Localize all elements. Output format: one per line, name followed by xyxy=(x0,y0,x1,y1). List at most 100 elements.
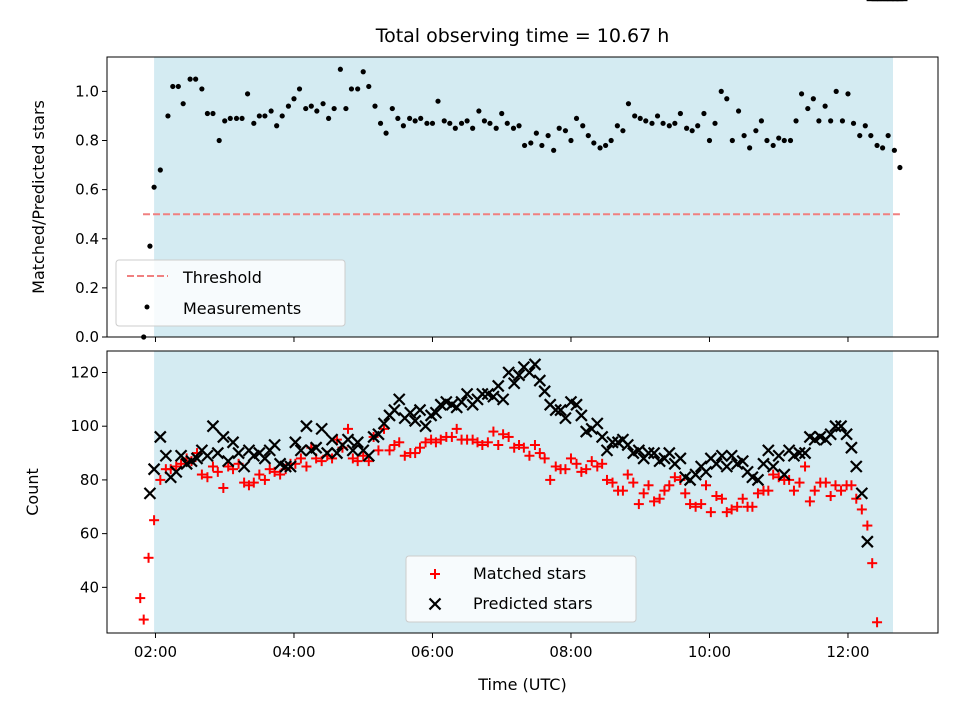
measurement-point xyxy=(891,147,897,153)
predicted-star-point xyxy=(710,457,723,471)
measurement-point xyxy=(216,137,222,144)
predicted-star-point xyxy=(549,403,563,417)
predicted-star-point xyxy=(460,387,474,401)
predicted-star-point xyxy=(419,419,432,433)
predicted-star-point xyxy=(294,444,308,457)
measurement-point xyxy=(487,120,493,126)
matched-star-point xyxy=(794,477,805,488)
matched-star-point xyxy=(638,488,649,499)
predicted-star-point xyxy=(147,462,161,476)
predicted-star-point xyxy=(699,465,713,479)
predicted-star-point xyxy=(855,487,869,500)
predicted-star-point xyxy=(512,368,526,382)
predicted-star-point xyxy=(315,422,328,436)
measurement-point xyxy=(603,142,609,149)
matched-star-point xyxy=(435,434,446,445)
matched-star-point xyxy=(488,426,499,437)
measurement-point xyxy=(170,83,176,90)
measurement-point xyxy=(885,132,891,139)
predicted-star-point xyxy=(861,535,874,548)
legend-measurements-label: Measurements xyxy=(183,299,301,318)
matched-star-point xyxy=(477,440,488,450)
measurement-point xyxy=(412,118,418,124)
predicted-star-point xyxy=(591,417,604,430)
measurement-point xyxy=(828,118,834,124)
predicted-star-point xyxy=(388,403,401,417)
matched-star-point xyxy=(701,480,712,491)
measurement-point xyxy=(712,120,718,126)
predicted-star-point xyxy=(300,419,313,433)
ratio-y-tick-label: 0.4 xyxy=(75,230,99,248)
measurement-point xyxy=(672,120,678,126)
legend-measurements-swatch xyxy=(144,304,150,310)
measurement-point xyxy=(348,86,355,92)
measurement-point xyxy=(758,118,765,124)
predicted-star-point xyxy=(408,414,422,428)
measurement-point xyxy=(666,123,672,129)
matched-star-point xyxy=(747,501,758,512)
ratio-y-tick-label: 0.0 xyxy=(75,328,99,346)
matched-star-point xyxy=(659,485,670,496)
matched-star-point xyxy=(259,474,270,485)
count-y-tick-label: 40 xyxy=(80,578,99,596)
measurement-point xyxy=(677,110,683,117)
measurement-point xyxy=(151,184,157,190)
predicted-star-point xyxy=(496,393,510,406)
matched-star-point xyxy=(622,469,633,480)
matched-star-point xyxy=(420,437,431,448)
matched-star-point xyxy=(410,448,421,459)
matched-star-point xyxy=(560,464,571,475)
matched-star-point xyxy=(565,453,576,464)
predicted-star-point xyxy=(757,457,770,471)
measurement-point xyxy=(303,105,309,112)
measurement-point xyxy=(833,88,839,94)
count-y-tick-label: 60 xyxy=(80,525,99,543)
matched-star-point xyxy=(342,423,353,434)
measurement-point xyxy=(452,125,458,131)
measurement-point xyxy=(724,96,730,102)
matched-star-point xyxy=(301,461,312,472)
measurement-point xyxy=(573,115,580,122)
legend-predicted-marker xyxy=(428,597,442,611)
predicted-star-point xyxy=(279,460,292,473)
measurement-point xyxy=(326,115,332,122)
matched-star-point xyxy=(503,431,514,442)
predicted-star-point xyxy=(169,465,183,479)
matched-star-point xyxy=(752,488,763,499)
matched-star-point xyxy=(768,469,779,480)
measurement-point xyxy=(643,118,649,124)
predicted-star-point xyxy=(606,436,619,449)
predicted-star-point xyxy=(689,468,702,481)
predicted-star-point xyxy=(798,446,812,460)
measurement-point xyxy=(776,135,782,141)
matched-star-point xyxy=(711,491,722,502)
measurement-point xyxy=(210,110,216,117)
matched-star-point xyxy=(788,485,799,496)
matched-star-point xyxy=(643,480,654,491)
measurement-point xyxy=(591,140,597,146)
measurement-point xyxy=(539,142,545,149)
matched-star-point xyxy=(705,507,716,518)
predicted-star-point xyxy=(600,444,614,457)
matched-star-point xyxy=(545,474,556,485)
measurement-point xyxy=(458,120,465,126)
predicted-star-point xyxy=(595,430,609,444)
legend-predicted-label: Predicted stars xyxy=(473,594,593,613)
measurement-point xyxy=(706,137,713,144)
matched-star-point xyxy=(856,504,867,515)
matched-star-point xyxy=(669,472,680,483)
ratio-y-axis-label: Matched/Predicted stars xyxy=(29,100,48,294)
measurement-point xyxy=(331,105,337,112)
predicted-star-point xyxy=(487,390,500,403)
matched-star-point xyxy=(581,464,592,475)
predicted-star-point xyxy=(392,393,406,406)
measurement-point xyxy=(805,105,811,112)
measurement-point xyxy=(244,91,251,97)
predicted-star-point xyxy=(725,449,738,463)
matched-star-point xyxy=(534,448,545,459)
measurement-point xyxy=(493,125,499,131)
measurement-point xyxy=(689,128,695,134)
measurement-point xyxy=(157,167,163,173)
matched-star-point xyxy=(446,431,457,442)
measurement-point xyxy=(199,86,205,92)
